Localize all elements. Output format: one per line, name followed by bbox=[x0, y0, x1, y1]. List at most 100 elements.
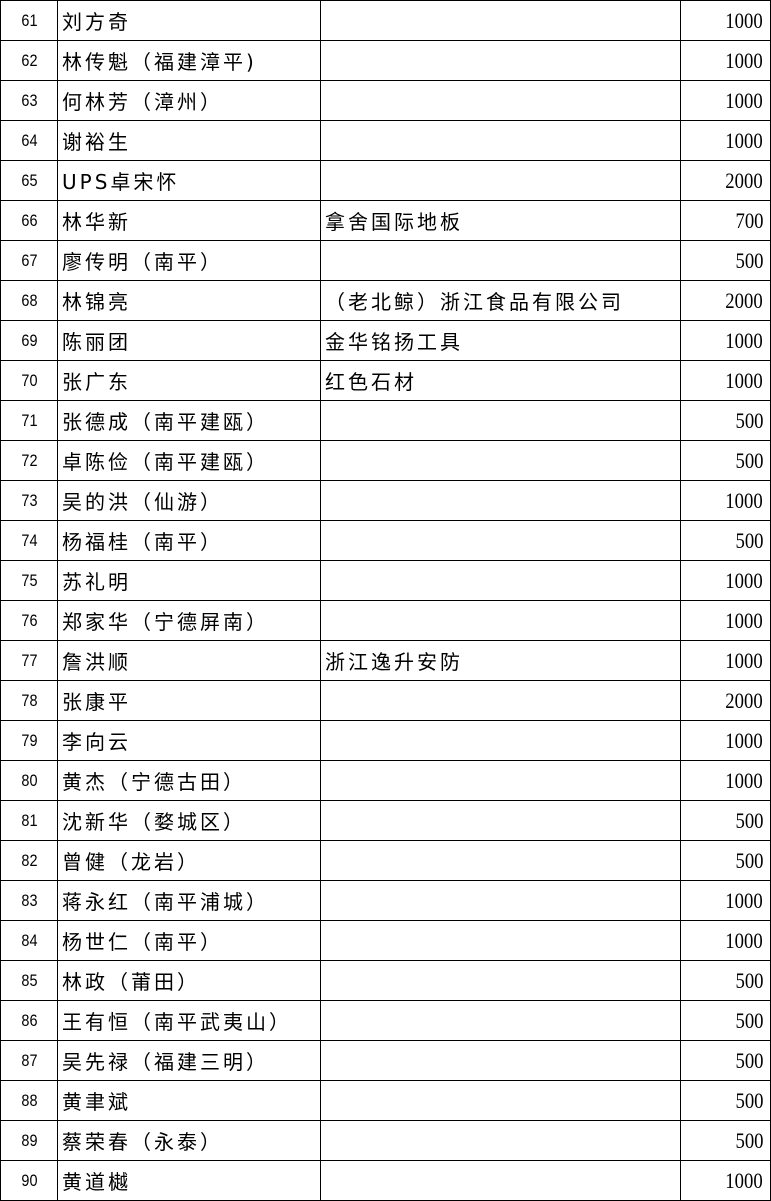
donor-name: 李向云 bbox=[62, 730, 131, 754]
donation-amount: 1000 bbox=[725, 327, 763, 353]
donor-organization-cell bbox=[320, 520, 681, 561]
table-row: 68 林锦亮 （老北鲸）浙江食品有限公司 2000 bbox=[0, 280, 771, 321]
donation-amount-cell: 500 bbox=[680, 520, 771, 561]
donation-amount-cell: 1000 bbox=[680, 720, 771, 761]
row-number: 89 bbox=[20, 1130, 38, 1150]
donation-amount: 500 bbox=[735, 527, 764, 553]
donor-organization-cell bbox=[320, 240, 681, 281]
donor-name-cell: 林华新 bbox=[57, 200, 321, 241]
row-number-cell: 81 bbox=[0, 800, 58, 841]
donation-amount: 2000 bbox=[725, 287, 763, 313]
donor-name-cell: 刘方奇 bbox=[57, 0, 321, 41]
row-number: 68 bbox=[20, 290, 38, 310]
row-number: 78 bbox=[20, 690, 38, 710]
table-row: 64 谢裕生 1000 bbox=[0, 120, 771, 161]
donation-amount-cell: 1000 bbox=[680, 480, 771, 521]
row-number-cell: 87 bbox=[0, 1040, 58, 1081]
donation-amount-cell: 2000 bbox=[680, 160, 771, 201]
donation-amount: 1000 bbox=[725, 487, 763, 513]
donation-amount-cell: 1000 bbox=[680, 640, 771, 681]
donor-name-cell: 张德成（南平建瓯） bbox=[57, 400, 321, 441]
donor-name-cell: 王有恒（南平武夷山） bbox=[57, 1000, 321, 1041]
donor-name-cell: 苏礼明 bbox=[57, 560, 321, 601]
row-number-cell: 77 bbox=[0, 640, 58, 681]
donor-name-cell: 杨福桂（南平） bbox=[57, 520, 321, 561]
row-number-cell: 61 bbox=[0, 0, 58, 41]
donor-organization-cell: 红色石材 bbox=[320, 360, 681, 401]
table-row: 69 陈丽团 金华铭扬工具 1000 bbox=[0, 320, 771, 361]
donor-name: 陈丽团 bbox=[62, 330, 131, 354]
donor-organization: （老北鲸）浙江食品有限公司 bbox=[325, 290, 624, 314]
donor-name-cell: 林政（莆田） bbox=[57, 960, 321, 1001]
donor-name: 黄聿斌 bbox=[62, 1090, 131, 1114]
donation-amount-cell: 500 bbox=[680, 1080, 771, 1121]
donation-amount: 1000 bbox=[725, 887, 763, 913]
donor-name: 吴的洪（仙游） bbox=[62, 490, 223, 514]
donation-amount-cell: 1000 bbox=[680, 600, 771, 641]
donation-amount: 500 bbox=[735, 247, 764, 273]
row-number: 61 bbox=[20, 10, 38, 30]
donation-amount-cell: 1000 bbox=[680, 760, 771, 801]
row-number: 80 bbox=[20, 770, 38, 790]
donor-name: 刘方奇 bbox=[62, 10, 131, 34]
donation-amount: 1000 bbox=[725, 1167, 763, 1193]
donor-organization-cell bbox=[320, 1000, 681, 1041]
table-row: 72 卓陈俭（南平建瓯） 500 bbox=[0, 440, 771, 481]
donor-name-cell: 杨世仁（南平） bbox=[57, 920, 321, 961]
donor-organization: 拿舍国际地板 bbox=[325, 210, 463, 234]
donor-name: 张广东 bbox=[62, 370, 131, 394]
donation-amount: 1000 bbox=[725, 127, 763, 153]
row-number-cell: 62 bbox=[0, 40, 58, 81]
donation-amount: 500 bbox=[735, 807, 764, 833]
donor-organization-cell bbox=[320, 680, 681, 721]
donation-amount-cell: 1000 bbox=[680, 40, 771, 81]
table-row: 77 詹洪顺 浙江逸升安防 1000 bbox=[0, 640, 771, 681]
donation-amount-cell: 700 bbox=[680, 200, 771, 241]
row-number: 67 bbox=[20, 250, 38, 270]
row-number: 77 bbox=[20, 650, 38, 670]
donor-name: 张德成（南平建瓯） bbox=[62, 410, 269, 434]
donor-organization-cell bbox=[320, 1160, 681, 1201]
donor-name: 林华新 bbox=[62, 210, 131, 234]
donation-amount: 1000 bbox=[725, 367, 763, 393]
row-number: 85 bbox=[20, 970, 38, 990]
donor-organization-cell bbox=[320, 120, 681, 161]
row-number: 66 bbox=[20, 210, 38, 230]
donor-name: 沈新华（婺城区） bbox=[62, 810, 246, 834]
row-number-cell: 78 bbox=[0, 680, 58, 721]
row-number: 73 bbox=[20, 490, 38, 510]
donor-organization-cell bbox=[320, 0, 681, 41]
row-number: 88 bbox=[20, 1090, 38, 1110]
row-number-cell: 70 bbox=[0, 360, 58, 401]
donation-amount-cell: 500 bbox=[680, 1040, 771, 1081]
row-number-cell: 88 bbox=[0, 1080, 58, 1121]
donation-amount: 500 bbox=[735, 1087, 764, 1113]
donor-organization-cell: 浙江逸升安防 bbox=[320, 640, 681, 681]
row-number: 83 bbox=[20, 890, 38, 910]
donor-organization-cell bbox=[320, 720, 681, 761]
donation-amount-cell: 500 bbox=[680, 440, 771, 481]
donor-organization-cell bbox=[320, 960, 681, 1001]
donor-name: 林政（莆田） bbox=[62, 970, 200, 994]
donor-organization: 金华铭扬工具 bbox=[325, 330, 463, 354]
table-row: 81 沈新华（婺城区） 500 bbox=[0, 800, 771, 841]
donation-amount-cell: 1000 bbox=[680, 80, 771, 121]
row-number-cell: 79 bbox=[0, 720, 58, 761]
table-row: 70 张广东 红色石材 1000 bbox=[0, 360, 771, 401]
donor-name-cell: 廖传明（南平） bbox=[57, 240, 321, 281]
row-number-cell: 66 bbox=[0, 200, 58, 241]
table-row: 73 吴的洪（仙游） 1000 bbox=[0, 480, 771, 521]
donation-amount: 1000 bbox=[725, 567, 763, 593]
row-number-cell: 75 bbox=[0, 560, 58, 601]
table-row: 63 何林芳（漳州） 1000 bbox=[0, 80, 771, 121]
donation-amount: 2000 bbox=[725, 687, 763, 713]
donation-amount: 500 bbox=[735, 407, 764, 433]
table-row: 62 林传魁（福建漳平) 1000 bbox=[0, 40, 771, 81]
donor-name-cell: 沈新华（婺城区） bbox=[57, 800, 321, 841]
donation-amount-cell: 500 bbox=[680, 240, 771, 281]
table-row: 75 苏礼明 1000 bbox=[0, 560, 771, 601]
row-number-cell: 73 bbox=[0, 480, 58, 521]
donor-name: 黄道樾 bbox=[62, 1170, 131, 1194]
